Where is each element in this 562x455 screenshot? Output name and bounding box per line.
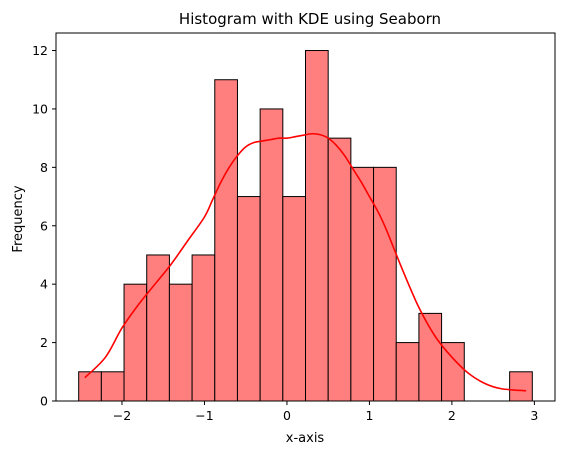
- histogram-bar: [327, 137, 352, 402]
- histogram-bar: [214, 79, 238, 402]
- histogram-bar: [441, 342, 465, 402]
- plot-frame: [55, 32, 556, 402]
- kde-line: [84, 132, 527, 392]
- histogram-bar: [236, 196, 261, 402]
- x-tick-label: 3: [530, 408, 538, 423]
- histogram-bar: [259, 108, 284, 402]
- x-tick-label: 1: [365, 408, 373, 423]
- y-tick-label: 8: [40, 160, 48, 175]
- y-axis-label: Frequency: [11, 185, 26, 252]
- histogram-bar: [418, 312, 443, 402]
- x-tick-label: −1: [195, 408, 213, 423]
- histogram-bar: [305, 50, 329, 402]
- y-tick-label: 12: [32, 43, 48, 58]
- y-tick-label: 6: [40, 218, 48, 233]
- histogram-bar: [373, 166, 397, 402]
- histogram-bar: [350, 166, 375, 402]
- kde-group: [84, 132, 527, 392]
- x-axis-label: x-axis: [286, 431, 325, 446]
- x-tick-label: 0: [283, 408, 291, 423]
- x-tick-label: 2: [448, 408, 456, 423]
- y-tick-label: 10: [32, 101, 48, 116]
- x-ticks: −2 −1 0 1 2 3: [113, 401, 538, 423]
- x-tick-label: −2: [113, 408, 131, 423]
- y-ticks: 0 2 4 6 8 10 12: [32, 43, 56, 409]
- histogram-bar: [191, 254, 216, 402]
- y-tick-label: 0: [40, 394, 48, 409]
- y-tick-label: 2: [40, 335, 48, 350]
- histogram-bar: [168, 283, 193, 402]
- histogram-bar: [146, 254, 170, 402]
- histogram-bar: [123, 283, 148, 402]
- chart-title: Histogram with KDE using Seaborn: [179, 10, 441, 28]
- histogram-bar: [509, 371, 533, 402]
- y-tick-label: 4: [40, 277, 48, 292]
- histogram-bar: [100, 371, 125, 402]
- histogram-bar: [78, 371, 102, 402]
- bars-group: [78, 50, 533, 402]
- histogram-bar: [282, 196, 306, 402]
- histogram-bar: [395, 342, 420, 402]
